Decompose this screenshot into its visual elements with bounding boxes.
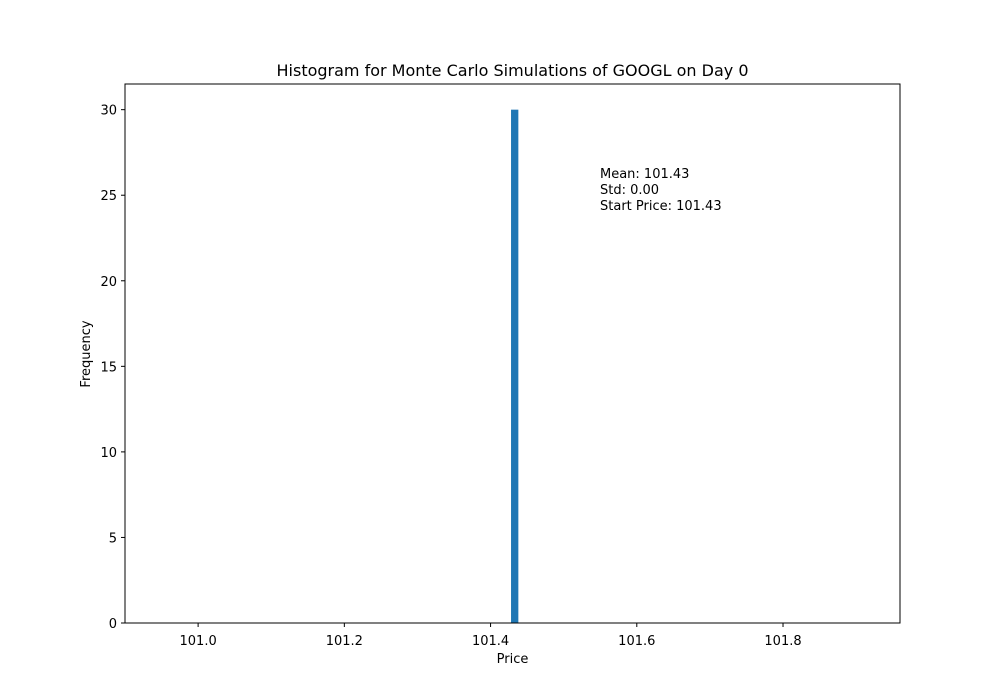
x-tick-label: 101.4 [472, 634, 509, 649]
histogram-bar [511, 109, 519, 623]
x-tick-label: 101.0 [180, 634, 217, 649]
x-axis: 101.0 101.2 101.4 101.6 101.8 [180, 623, 802, 649]
stats-annotation: Mean: 101.43 Std: 0.00 Start Price: 101.… [600, 167, 722, 214]
x-tick-label: 101.2 [326, 634, 363, 649]
y-axis-label: Frequency [79, 320, 94, 387]
y-tick-label: 30 [100, 104, 117, 119]
plot-frame [124, 83, 901, 624]
x-tick-label: 101.6 [618, 634, 655, 649]
annotation-std: Std: 0.00 [600, 183, 659, 198]
y-tick-label: 20 [100, 275, 117, 290]
annotation-mean: Mean: 101.43 [600, 167, 689, 182]
x-tick-label: 101.8 [764, 634, 801, 649]
y-tick-label: 10 [100, 446, 117, 461]
y-tick-label: 0 [109, 617, 117, 632]
chart-title: Histogram for Monte Carlo Simulations of… [277, 61, 749, 80]
y-tick-label: 5 [109, 531, 117, 546]
annotation-start-price: Start Price: 101.43 [600, 199, 722, 214]
x-axis-label: Price [497, 652, 529, 667]
y-tick-label: 25 [100, 189, 117, 204]
bars-layer [511, 109, 519, 623]
y-tick-label: 15 [100, 360, 117, 375]
y-axis: 0 5 10 15 20 25 30 [100, 104, 125, 632]
